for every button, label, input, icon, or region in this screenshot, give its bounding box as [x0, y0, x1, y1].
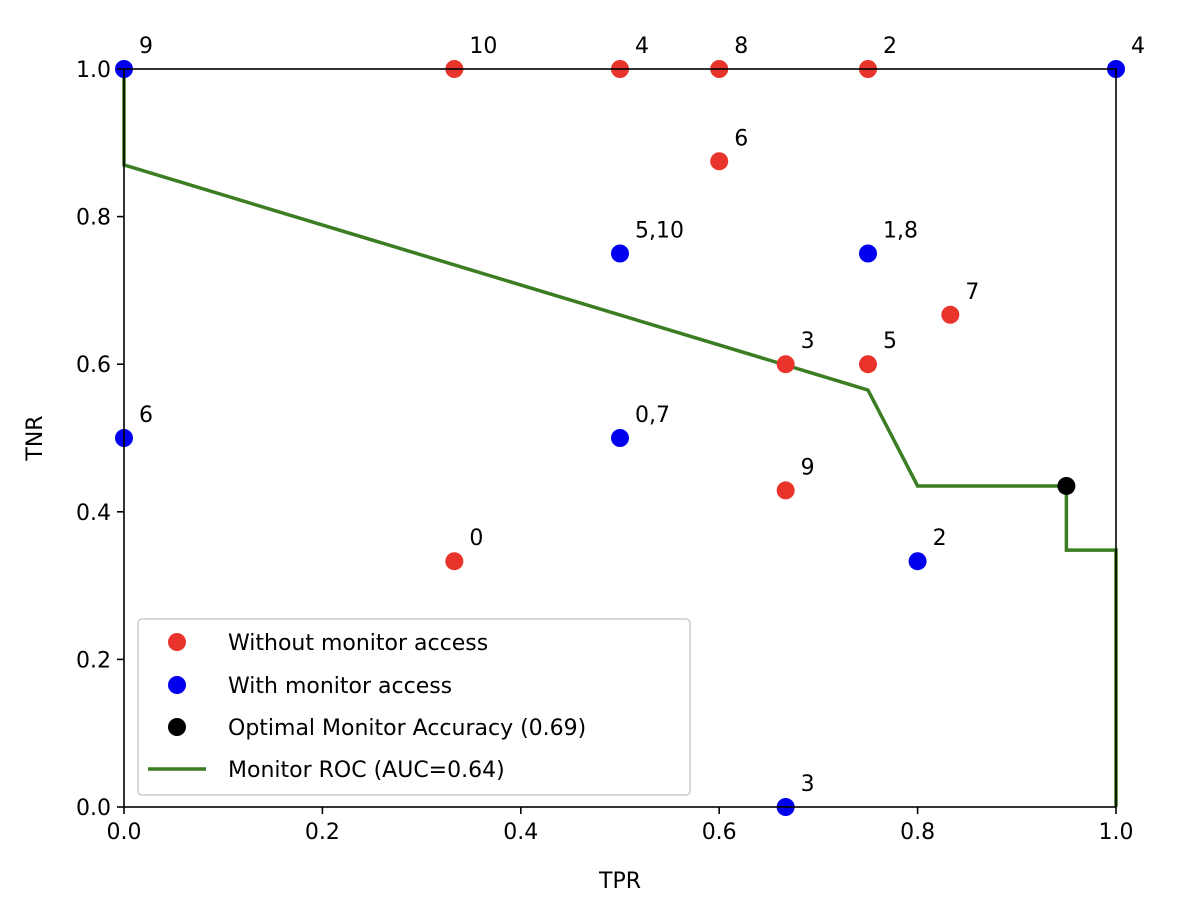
without-access-point	[776, 481, 795, 500]
y-axis-label: TNR	[23, 415, 48, 461]
with-access-point	[859, 244, 877, 263]
y-axis-ticks: 0.0 0.2 0.4 0.6 0.8 1.0	[76, 58, 124, 821]
point-label: 8	[734, 34, 748, 59]
roc-curve-line	[122, 69, 1118, 807]
point-label: 9	[801, 455, 815, 480]
point-label: 9	[139, 34, 153, 59]
point-label: 7	[965, 280, 979, 305]
legend-entry-label: Optimal Monitor Accuracy (0.69)	[228, 716, 586, 741]
x-tick-label: 0.6	[702, 820, 737, 845]
legend-entry-label: Monitor ROC (AUC=0.64)	[228, 758, 505, 783]
x-axis-label: TPR	[598, 869, 641, 894]
legend-marker-swatch	[168, 633, 186, 651]
y-tick-label: 1.0	[76, 58, 111, 83]
point-label: 2	[883, 34, 897, 59]
point-label: 6	[139, 403, 153, 428]
legend-marker-swatch	[168, 676, 186, 694]
x-tick-label: 0.4	[503, 820, 538, 845]
y-tick-label: 0.0	[76, 796, 111, 821]
x-tick-label: 0.2	[305, 820, 340, 845]
without-access-point	[859, 355, 877, 374]
legend: Without monitor access With monitor acces…	[137, 618, 691, 796]
point-label: 4	[635, 34, 649, 59]
point-label: 3	[801, 329, 815, 354]
y-tick-label: 0.8	[76, 206, 111, 231]
point-label: 2	[933, 526, 947, 551]
without-access-point	[776, 355, 795, 374]
point-label: 1,8	[883, 219, 918, 244]
legend-entry-label: Without monitor access	[228, 631, 488, 656]
point-label: 0	[469, 526, 483, 551]
y-tick-label: 0.2	[76, 648, 111, 673]
roc-line-layer	[122, 69, 1118, 807]
y-tick-label: 0.6	[76, 353, 111, 378]
x-axis-ticks: 0.0 0.2 0.4 0.6 0.8 1.0	[107, 807, 1134, 845]
point-label: 10	[469, 34, 497, 59]
x-tick-label: 0.0	[107, 820, 142, 845]
x-tick-label: 0.8	[900, 820, 935, 845]
plot-frame	[123, 68, 1117, 808]
legend-entry-label: With monitor access	[228, 674, 452, 699]
point-label: 0,7	[635, 403, 670, 428]
legend-box	[137, 618, 691, 796]
legend-marker-swatch	[168, 718, 186, 736]
with-access-point	[611, 244, 629, 263]
optimal-point	[1057, 476, 1076, 495]
point-label: 5,10	[635, 219, 684, 244]
without-access-point	[445, 552, 464, 571]
point-labels-layer: 10 4 8 2 6 7 3 5 9 0 9 4 5,10 1,8 6 0,7 2 3	[139, 34, 1145, 797]
without-access-point	[710, 152, 729, 171]
y-tick-label: 0.4	[76, 501, 111, 526]
point-label: 6	[734, 126, 748, 151]
with-access-point	[611, 429, 629, 447]
point-label: 4	[1131, 34, 1145, 59]
without-access-point	[941, 305, 960, 324]
point-label: 3	[801, 772, 815, 797]
with-access-point	[908, 552, 927, 571]
x-tick-label: 1.0	[1099, 820, 1134, 845]
point-label: 5	[883, 329, 897, 354]
